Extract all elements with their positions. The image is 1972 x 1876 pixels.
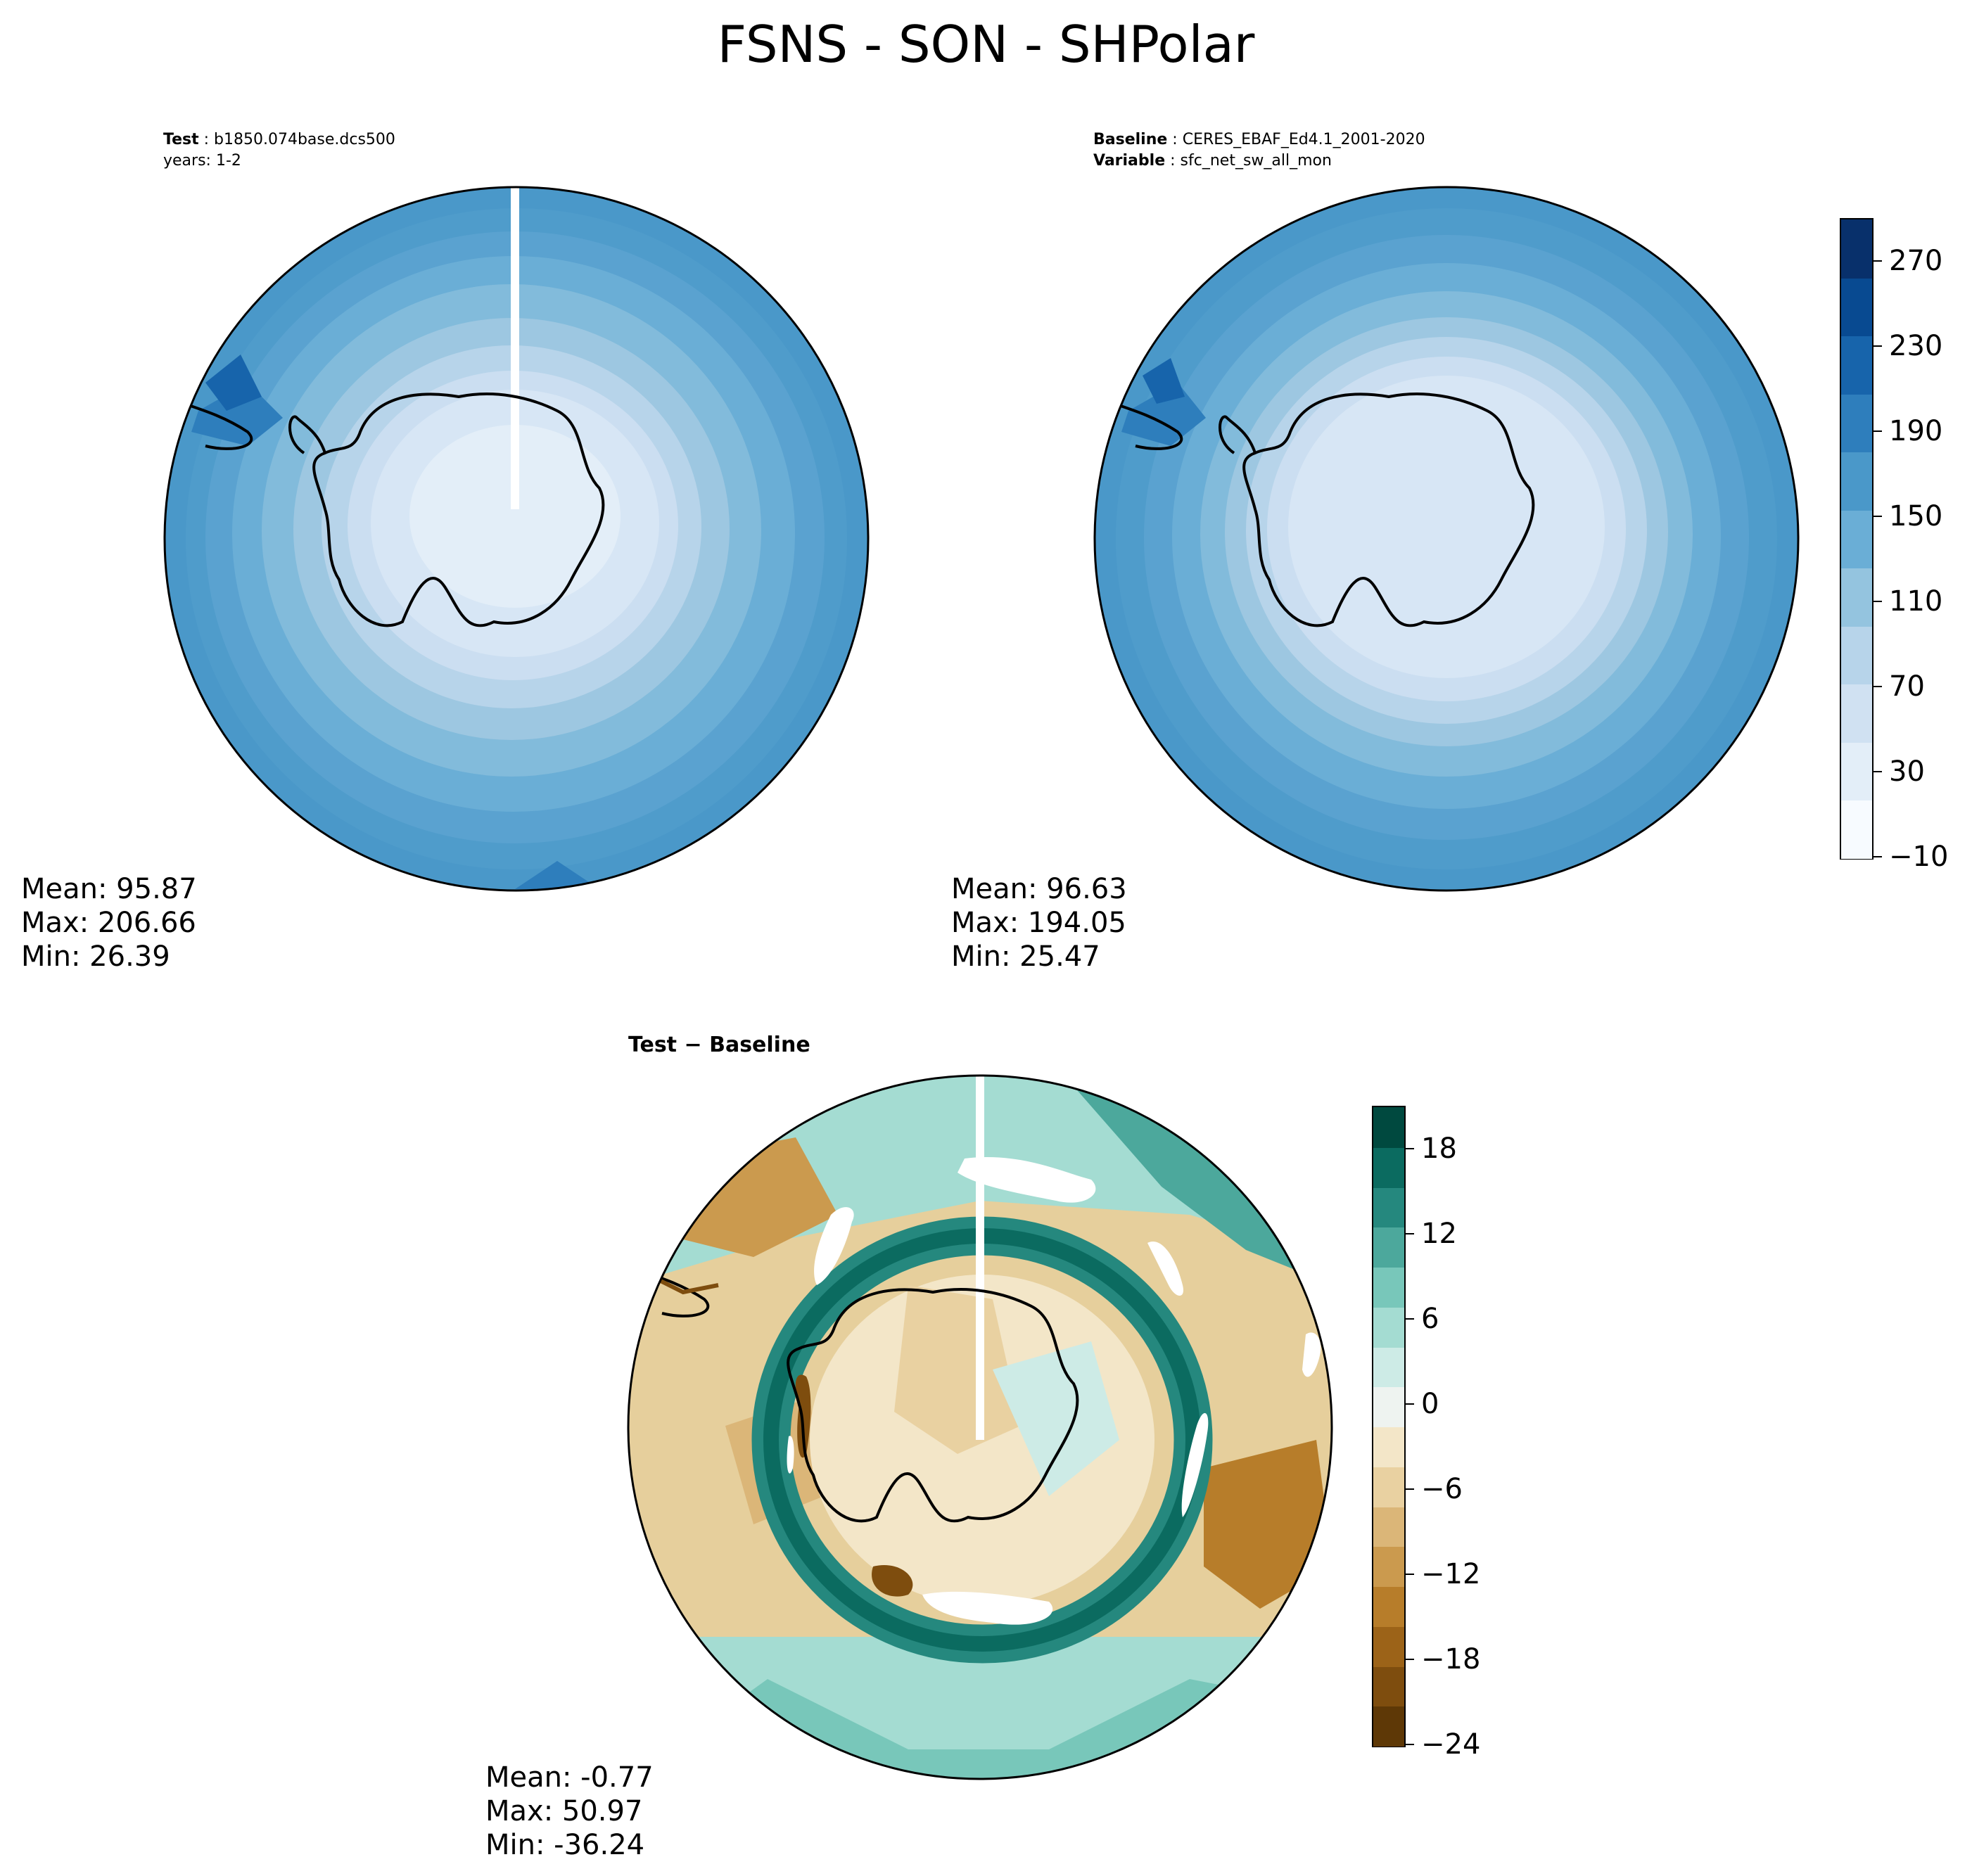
main-tick-label: 30 — [1889, 755, 1925, 788]
baseline-stats: Mean: 96.63 Max: 194.05 Min: 25.47 — [951, 872, 1127, 974]
diff-title-sep: − — [684, 1033, 702, 1057]
diff-tick-mark — [1406, 1317, 1414, 1320]
test-case-name: b1850.074base.dcs500 — [214, 131, 395, 148]
main-tick-mark — [1874, 515, 1882, 517]
diff-colorbar-segment — [1373, 1546, 1404, 1587]
test-years: years: 1-2 — [163, 152, 241, 170]
main-colorbar-segment — [1841, 741, 1872, 801]
diff-tick-label: 6 — [1421, 1302, 1439, 1335]
difference-map — [627, 1074, 1333, 1780]
main-tick-mark — [1874, 856, 1882, 857]
diff-colorbar-segment — [1373, 1267, 1404, 1308]
figure-title: FSNS - SON - SHPolar — [717, 15, 1255, 74]
main-tick-label: 190 — [1889, 414, 1943, 447]
diff-tick-label: −24 — [1421, 1728, 1481, 1761]
main-colorbar-segment — [1841, 277, 1872, 337]
diff-colorbar-segment — [1373, 1626, 1404, 1667]
variable-name: sfc_net_sw_all_mon — [1180, 152, 1332, 170]
diff-min: Min: -36.24 — [485, 1829, 645, 1861]
diff-title: Test − Baseline — [628, 1033, 810, 1057]
diff-stats: Mean: -0.77 Max: 50.97 Min: -36.24 — [485, 1761, 654, 1862]
diff-colorbar-segment — [1373, 1506, 1404, 1548]
main-colorbar-segment — [1841, 800, 1872, 859]
main-tick-label: 70 — [1889, 670, 1925, 703]
diff-tick-label: −18 — [1421, 1642, 1481, 1676]
main-tick-label: 110 — [1889, 585, 1943, 618]
main-colorbar-segment — [1841, 509, 1872, 569]
main-tick-label: −10 — [1889, 841, 1949, 873]
diff-tick-label: −12 — [1421, 1557, 1481, 1590]
diff-title-baseline: Baseline — [709, 1033, 810, 1057]
diff-tick-mark — [1406, 1744, 1414, 1745]
baseline-min: Min: 25.47 — [951, 940, 1100, 973]
diff-tick-mark — [1406, 1232, 1414, 1234]
diff-colorbar-segment — [1373, 1706, 1404, 1747]
main-colorbar-segment — [1841, 393, 1872, 453]
main-tick-mark — [1874, 770, 1882, 772]
diff-tick-mark — [1406, 1147, 1414, 1149]
colorbar-main-ticks: 270 230 190 150 110 70 30 −10 — [1874, 218, 1958, 873]
main-tick-mark — [1874, 430, 1882, 432]
baseline-max: Max: 194.05 — [951, 907, 1126, 939]
diff-colorbar-segment — [1373, 1427, 1404, 1467]
diff-colorbar-segment — [1373, 1227, 1404, 1268]
main-tick-mark — [1874, 685, 1882, 687]
diff-colorbar-segment — [1373, 1666, 1404, 1707]
baseline-mean: Mean: 96.63 — [951, 873, 1127, 905]
diff-colorbar-segment — [1373, 1386, 1404, 1427]
test-map — [163, 186, 870, 892]
diff-colorbar-segment — [1373, 1306, 1404, 1348]
diff-colorbar-segment — [1373, 1586, 1404, 1627]
main-tick-mark — [1874, 345, 1882, 347]
test-min: Min: 26.39 — [21, 940, 170, 973]
diff-tick-label: −6 — [1421, 1472, 1463, 1505]
baseline-label: Baseline — [1093, 131, 1168, 148]
colorbar-main — [1840, 218, 1874, 860]
colorbar-diff-ticks: 18 12 6 0 −6 −12 −18 −24 — [1406, 1106, 1490, 1761]
diff-colorbar-segment — [1373, 1107, 1404, 1148]
main-tick-mark — [1874, 260, 1882, 262]
test-mean: Mean: 95.87 — [21, 873, 197, 905]
test-max: Max: 206.66 — [21, 907, 196, 939]
main-colorbar-segment — [1841, 336, 1872, 395]
main-colorbar-segment — [1841, 452, 1872, 511]
variable-label: Variable — [1093, 152, 1166, 170]
diff-tick-label: 0 — [1421, 1387, 1439, 1420]
test-label: Test — [163, 131, 199, 148]
diff-tick-label: 12 — [1421, 1217, 1457, 1250]
main-colorbar-segment — [1841, 625, 1872, 685]
diff-colorbar-segment — [1373, 1466, 1404, 1507]
main-colorbar-segment — [1841, 219, 1872, 279]
main-colorbar-segment — [1841, 568, 1872, 627]
main-colorbar-segment — [1841, 684, 1872, 743]
diff-colorbar-segment — [1373, 1346, 1404, 1388]
main-tick-label: 270 — [1889, 244, 1943, 277]
colorbar-diff — [1372, 1106, 1406, 1747]
diff-tick-mark — [1406, 1573, 1414, 1575]
main-tick-mark — [1874, 600, 1882, 602]
diff-colorbar-segment — [1373, 1147, 1404, 1188]
main-tick-label: 230 — [1889, 329, 1943, 362]
diff-colorbar-segment — [1373, 1187, 1404, 1228]
diff-tick-mark — [1406, 1488, 1414, 1490]
diff-tick-mark — [1406, 1658, 1414, 1660]
diff-max: Max: 50.97 — [485, 1795, 643, 1827]
main-tick-label: 150 — [1889, 499, 1943, 532]
baseline-header: Baseline : CERES_EBAF_Ed4.1_2001-2020 Va… — [1093, 131, 1425, 170]
baseline-map — [1093, 186, 1800, 892]
diff-title-test: Test — [628, 1033, 678, 1057]
test-stats: Mean: 95.87 Max: 206.66 Min: 26.39 — [21, 872, 197, 974]
baseline-dataset: CERES_EBAF_Ed4.1_2001-2020 — [1182, 131, 1425, 148]
test-header: Test : b1850.074base.dcs500 years: 1-2 — [163, 129, 395, 172]
diff-mean: Mean: -0.77 — [485, 1761, 654, 1794]
diff-tick-mark — [1406, 1403, 1414, 1405]
diff-tick-label: 18 — [1421, 1132, 1457, 1165]
